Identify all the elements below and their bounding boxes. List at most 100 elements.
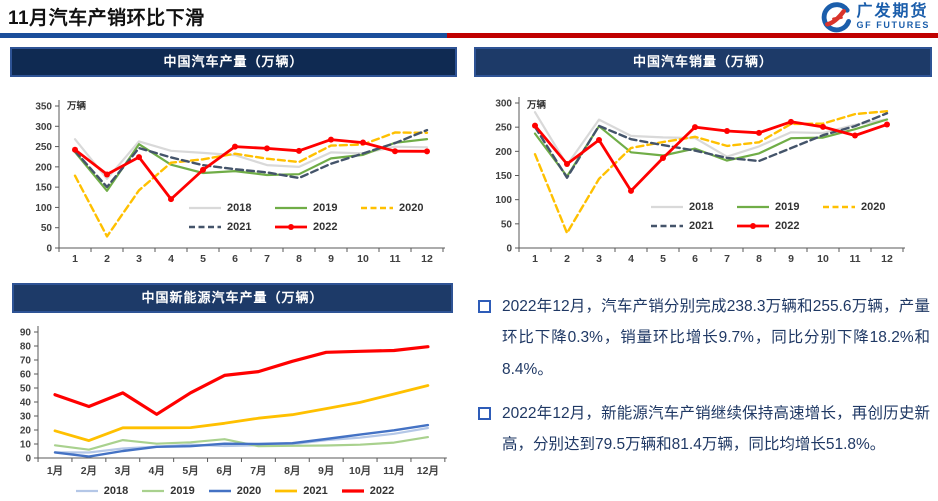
y-tick-label: 200 bbox=[35, 162, 52, 173]
legend-swatch-2018 bbox=[189, 206, 221, 210]
panel-title-production: 中国汽车产量（万辆） bbox=[10, 47, 457, 77]
legend-swatch-2021 bbox=[189, 225, 221, 229]
x-tick-label: 1 bbox=[532, 253, 538, 265]
y-tick-label: 40 bbox=[20, 398, 32, 409]
y-tick-label: 250 bbox=[35, 142, 52, 153]
x-tick-label: 2 bbox=[564, 253, 570, 265]
x-tick-label: 10 bbox=[357, 253, 369, 265]
y-tick-label: 0 bbox=[506, 244, 512, 255]
series-line-2022 bbox=[73, 138, 429, 201]
series-line-2020 bbox=[53, 423, 430, 458]
x-tick-label: 9 bbox=[788, 253, 794, 265]
legend-swatch-2018 bbox=[75, 489, 98, 493]
x-tick-label: 12 bbox=[881, 253, 893, 265]
y-tick-label: 10 bbox=[20, 440, 32, 451]
x-tick-label: 4月 bbox=[149, 465, 165, 477]
series-line-2022 bbox=[533, 120, 889, 193]
sales-legend: 2018 2019 2020 2021 2022 bbox=[650, 199, 908, 234]
x-tick-label: 3月 bbox=[115, 465, 131, 477]
legend-label: 2018 bbox=[227, 202, 252, 214]
legend-label: 2020 bbox=[399, 202, 424, 214]
legend-swatch-2020 bbox=[823, 205, 855, 209]
legend-item-2020: 2020 bbox=[208, 483, 261, 499]
series-line-2021 bbox=[53, 384, 430, 442]
series-marker-2022 bbox=[724, 128, 730, 135]
series-line-2020 bbox=[73, 131, 429, 238]
series-marker-2022 bbox=[596, 137, 602, 144]
y-tick-label: 30 bbox=[20, 412, 32, 423]
header-divider bbox=[0, 33, 938, 38]
series-marker-2022 bbox=[628, 187, 634, 194]
divider-red-segment bbox=[447, 33, 938, 38]
series-marker-2022 bbox=[232, 143, 238, 150]
legend-item-2018: 2018 bbox=[75, 483, 128, 499]
note-item-nev: 2022年12月，新能源汽车产销继续保持高速增长，再创历史新高，分别达到79.5… bbox=[478, 398, 930, 461]
production-chart: 0 50 100 150 200 250 300 350 1 2 3 4 5 6 7 8 9 10 11 12 万辆 20… bbox=[12, 88, 455, 273]
y-tick-label: 150 bbox=[495, 171, 512, 182]
square-bullet-icon bbox=[478, 406, 491, 420]
legend-swatch-2021 bbox=[275, 489, 298, 493]
legend-item-2022: 2022 bbox=[341, 483, 394, 499]
x-tick-label: 7 bbox=[724, 253, 730, 265]
sales-chart: 0 50 100 150 200 250 300 1 2 3 4 5 6 7 8 9 10 11 12 万辆 2018 2… bbox=[474, 88, 926, 273]
x-tick-label: 6 bbox=[232, 253, 238, 265]
y-tick-label: 50 bbox=[501, 219, 513, 230]
x-tick-label: 10 bbox=[817, 253, 829, 265]
brand-logo: 广发期货 GF FUTURES bbox=[821, 2, 931, 33]
series-marker-2022 bbox=[168, 196, 174, 203]
divider-blue-segment bbox=[0, 33, 447, 38]
y-tick-label: 0 bbox=[25, 454, 31, 465]
y-tick-label: 50 bbox=[20, 384, 32, 395]
legend-label: 2020 bbox=[236, 485, 262, 497]
legend-label: 2021 bbox=[227, 221, 252, 233]
series-marker-2022 bbox=[756, 129, 762, 136]
legend-label: 2020 bbox=[861, 201, 886, 213]
legend-item-2019: 2019 bbox=[736, 199, 822, 215]
x-tick-label: 11 bbox=[389, 253, 400, 265]
legend-item-2021: 2021 bbox=[188, 219, 274, 235]
y-tick-label: 250 bbox=[495, 123, 512, 134]
legend-item-2022: 2022 bbox=[274, 219, 360, 235]
legend-item-2021: 2021 bbox=[274, 483, 328, 499]
x-tick-label: 4 bbox=[168, 253, 174, 265]
series-marker-2022 bbox=[200, 166, 206, 173]
square-bullet-icon bbox=[478, 300, 491, 313]
series-line-2018 bbox=[533, 111, 889, 167]
series-marker-2022 bbox=[852, 132, 858, 139]
x-tick-label: 11 bbox=[849, 253, 860, 265]
series-marker-2022 bbox=[392, 148, 398, 155]
legend-swatch-2022 bbox=[275, 224, 307, 230]
legend-swatch-2019 bbox=[275, 206, 307, 210]
nev-production-chart: 0 10 20 30 40 50 60 70 80 90 1月 2月 3月 4月 5月 6月 7月 8月 9月 10月… bbox=[12, 318, 457, 501]
x-tick-label: 2月 bbox=[81, 465, 97, 477]
legend-label: 2021 bbox=[689, 220, 714, 232]
series-marker-2022 bbox=[788, 118, 794, 125]
x-tick-label: 5月 bbox=[182, 465, 198, 477]
y-tick-label: 50 bbox=[41, 223, 53, 234]
x-tick-label: 5 bbox=[200, 253, 206, 265]
brand-name-cn: 广发期货 bbox=[856, 3, 929, 21]
y-tick-label: 0 bbox=[46, 244, 52, 255]
series-line-2018 bbox=[53, 426, 429, 454]
x-tick-label: 12 bbox=[421, 253, 433, 265]
axis-unit-label: 万辆 bbox=[526, 99, 547, 111]
x-tick-label: 11月 bbox=[383, 465, 405, 477]
legend-label: 2022 bbox=[313, 221, 338, 233]
x-tick-label: 1 bbox=[72, 253, 78, 265]
x-tick-label: 8月 bbox=[284, 465, 300, 477]
series-marker-2022 bbox=[564, 161, 570, 168]
y-tick-label: 150 bbox=[35, 183, 52, 194]
y-tick-label: 70 bbox=[20, 356, 32, 367]
legend-item-2019: 2019 bbox=[141, 483, 195, 499]
x-tick-label: 9月 bbox=[318, 465, 334, 477]
legend-label: 2018 bbox=[689, 201, 714, 213]
legend-label: 2021 bbox=[303, 485, 328, 497]
y-tick-label: 80 bbox=[20, 342, 32, 353]
x-tick-label: 3 bbox=[596, 253, 602, 265]
x-tick-label: 1月 bbox=[47, 465, 63, 477]
series-marker-2022 bbox=[104, 171, 110, 178]
legend-label: 2022 bbox=[369, 485, 395, 497]
y-tick-label: 100 bbox=[495, 195, 512, 206]
